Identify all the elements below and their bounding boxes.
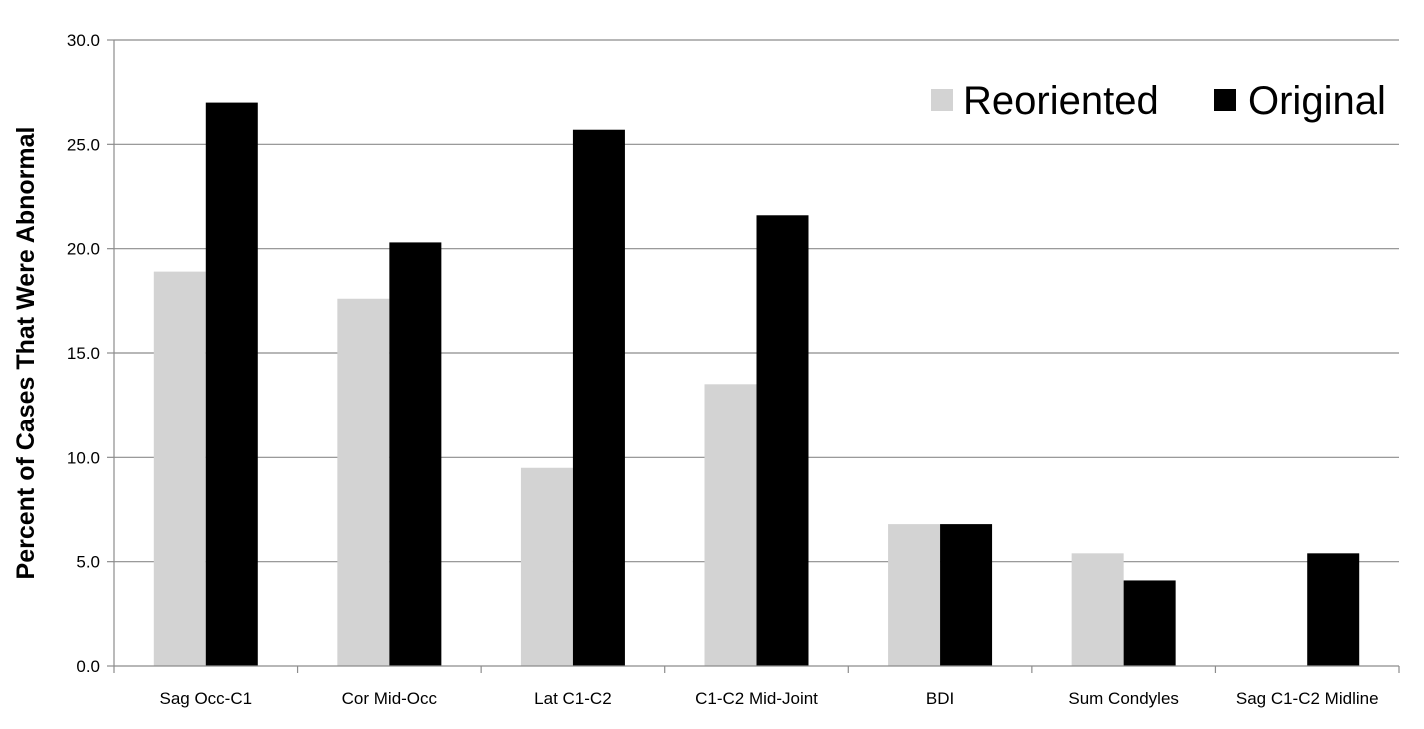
legend-label-reoriented: Reoriented [963, 79, 1159, 123]
axes [113, 40, 1400, 673]
legend: Reoriented Original [931, 79, 1386, 123]
y-axis-title: Percent of Cases That Were Abnormal [12, 127, 40, 580]
y-tick-label: 20.0 [67, 240, 100, 259]
x-tick-label: C1-C2 Mid-Joint [695, 689, 818, 708]
bar-reoriented-4 [704, 384, 757, 666]
bar-original-5 [940, 524, 993, 666]
bar-original-7 [1307, 553, 1360, 666]
x-tick-label: Sag C1-C2 Midline [1236, 689, 1379, 708]
y-tick-label: 10.0 [67, 448, 100, 467]
y-tick-label: 0.0 [76, 657, 100, 676]
bar-original-4 [756, 215, 809, 666]
x-tick-label: Cor Mid-Occ [342, 689, 438, 708]
y-tick-label: 15.0 [67, 344, 100, 363]
bar-original-3 [572, 129, 625, 666]
legend-label-original: Original [1248, 79, 1386, 123]
bar-reoriented-3 [520, 467, 573, 666]
bar-original-2 [389, 242, 442, 666]
y-tick-label: 25.0 [67, 135, 100, 154]
x-axis-labels: Sag Occ-C1 Cor Mid-Occ Lat C1-C2 C1-C2 Mid-… [159, 689, 1378, 708]
bars [153, 102, 1360, 667]
bar-reoriented-1 [153, 271, 206, 666]
bar-original-6 [1123, 580, 1176, 666]
y-tick-label: 5.0 [76, 553, 100, 572]
bar-reoriented-6 [1071, 553, 1124, 666]
bar-reoriented-2 [337, 298, 390, 666]
bar-reoriented-5 [888, 524, 941, 666]
x-tick-label: BDI [926, 689, 954, 708]
x-tick-label: Sum Condyles [1068, 689, 1179, 708]
bar-original-1 [205, 102, 258, 667]
legend-swatch-reoriented [931, 89, 953, 111]
x-tick-label: Sag Occ-C1 [159, 689, 252, 708]
x-tick-label: Lat C1-C2 [534, 689, 611, 708]
y-tick-label: 30.0 [67, 31, 100, 50]
legend-swatch-original [1214, 89, 1236, 111]
y-axis-ticks: 0.0 5.0 10.0 15.0 20.0 25.0 30.0 [67, 31, 114, 676]
